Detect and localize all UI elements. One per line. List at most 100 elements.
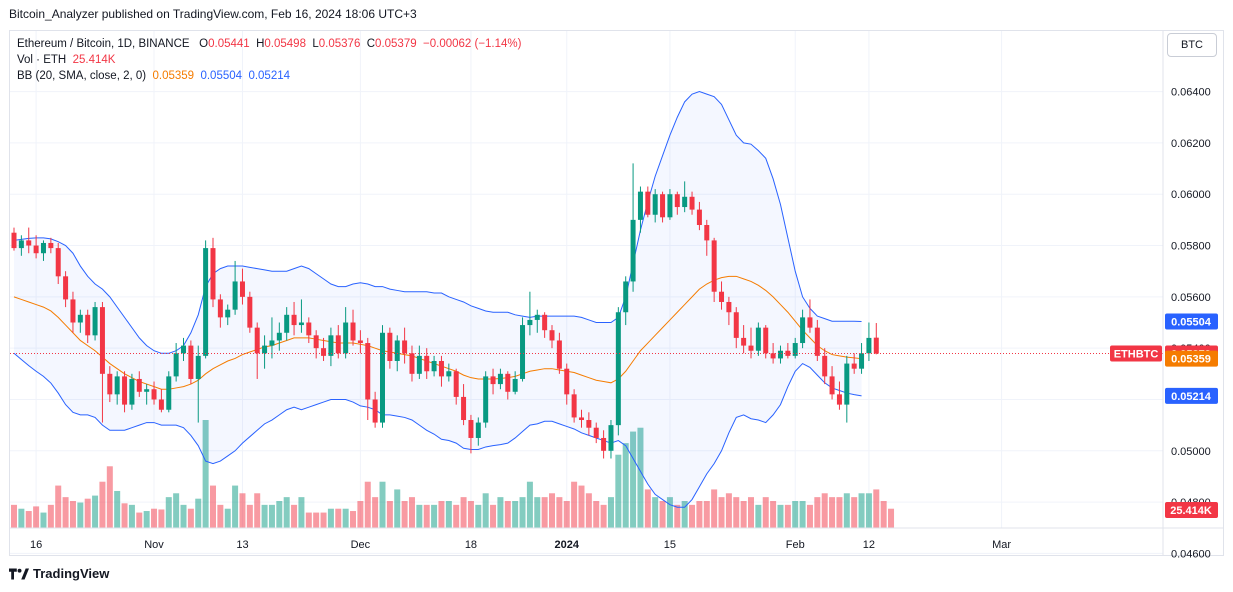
volume-bar: [880, 501, 887, 528]
bb-upper-value: 0.05504: [200, 70, 243, 82]
x-tick-label: Feb: [786, 539, 805, 551]
time-axis[interactable]: 16 Nov 13 Dec 18 2024 15 Feb 12 Mar: [30, 539, 1011, 551]
candle-body: [549, 330, 555, 341]
bb-basis-value: 0.05359: [152, 70, 195, 82]
candle-body: [291, 314, 297, 326]
x-tick-label: 18: [465, 539, 477, 551]
candle-body: [689, 196, 695, 210]
candle-body: [763, 327, 769, 354]
candle-body: [136, 378, 142, 392]
candle-body: [490, 376, 496, 385]
bb-basis-line: [13, 275, 862, 390]
volume-bar: [858, 493, 865, 528]
volume-bar: [512, 501, 519, 528]
bb-label[interactable]: BB (20, SMA, close, 2, 0): [17, 70, 147, 82]
volume-bar: [291, 504, 298, 528]
volume-bar: [246, 504, 253, 528]
candle-body: [107, 373, 113, 395]
volume-bar: [408, 497, 415, 528]
volume-bar: [851, 497, 858, 528]
volume-bar: [151, 508, 158, 528]
candle-body: [70, 299, 76, 323]
candle-body: [416, 355, 422, 374]
x-tick-label: Nov: [144, 539, 164, 551]
candle-body: [844, 363, 850, 405]
candle-body: [461, 396, 467, 421]
symbol-label[interactable]: Ethereum / Bitcoin, 1D, BINANCE: [17, 38, 190, 50]
legend-symbol-row: Ethereum / Bitcoin, 1D, BINANCE O0.05441…: [17, 36, 521, 52]
candle-body: [748, 345, 754, 351]
candle-body: [667, 194, 673, 218]
volume-bar: [106, 466, 113, 528]
bollinger-bands: [13, 91, 862, 508]
candle-body: [475, 422, 481, 438]
volume-bar: [276, 501, 283, 528]
tradingview-logo[interactable]: TradingView: [9, 566, 109, 581]
volume-bar: [298, 497, 305, 528]
candle-body: [394, 340, 400, 361]
volume-bar: [652, 497, 659, 528]
candle-body: [527, 319, 533, 326]
candle-body: [682, 196, 688, 208]
candle-body: [77, 314, 83, 323]
volume-bar: [571, 481, 578, 528]
candle-body: [807, 317, 813, 328]
volume-bar: [173, 493, 180, 528]
volume-bar: [733, 497, 740, 528]
volume-bar: [460, 497, 467, 528]
candle-body: [166, 376, 172, 410]
volume-bar: [84, 498, 91, 528]
volume-bar: [865, 493, 872, 528]
candle-body: [608, 425, 614, 451]
volume-bar: [490, 504, 497, 528]
candle-body: [158, 399, 164, 410]
candle-body: [350, 322, 356, 341]
volume-bar: [504, 501, 511, 528]
volume-bar: [165, 497, 172, 528]
volume-bar: [136, 512, 143, 528]
candle-body: [63, 276, 69, 300]
volume-bars: [11, 420, 895, 528]
volume-bar: [416, 504, 423, 528]
candle-body: [55, 248, 61, 277]
candle-body: [822, 355, 828, 377]
volume-bar: [689, 504, 696, 528]
candle-body: [637, 191, 643, 220]
candle-body: [357, 340, 363, 344]
candle-body: [578, 417, 584, 421]
candle-body: [239, 281, 245, 297]
candle-body: [144, 389, 150, 392]
volume-bar: [659, 501, 666, 528]
bb-lower-value: 0.05214: [248, 70, 291, 82]
volume-bar: [622, 443, 629, 528]
candle-body: [284, 314, 290, 333]
volume-value: 25.414K: [72, 54, 116, 66]
currency-button[interactable]: BTC: [1167, 33, 1217, 57]
volume-bar: [482, 493, 489, 528]
volume-bar: [209, 485, 216, 528]
candle-body: [114, 376, 120, 395]
volume-bar: [401, 501, 408, 528]
candle-body: [542, 314, 548, 331]
volume-bar: [47, 504, 54, 528]
volume-bar: [143, 511, 150, 528]
volume-bar: [62, 497, 69, 528]
x-tick-label: Mar: [992, 539, 1011, 551]
volume-label[interactable]: Vol · ETH: [17, 54, 67, 66]
volume-bar: [202, 420, 209, 528]
x-tick-label: 16: [30, 539, 42, 551]
volume-bar: [615, 454, 622, 528]
candle-body: [814, 327, 820, 356]
candle-body: [99, 307, 105, 374]
candle-body: [564, 368, 570, 395]
volume-bar: [748, 497, 754, 528]
volume-bar: [342, 508, 349, 528]
symbol-tag-label: ETHBTC: [1114, 349, 1159, 361]
candle-body: [630, 219, 636, 282]
candle-body: [593, 427, 599, 438]
y-tick-label: 0.06000: [1171, 189, 1211, 201]
candle-body: [696, 209, 702, 226]
candle-body: [335, 335, 341, 354]
price-tag-label: 0.05214: [1171, 391, 1212, 403]
